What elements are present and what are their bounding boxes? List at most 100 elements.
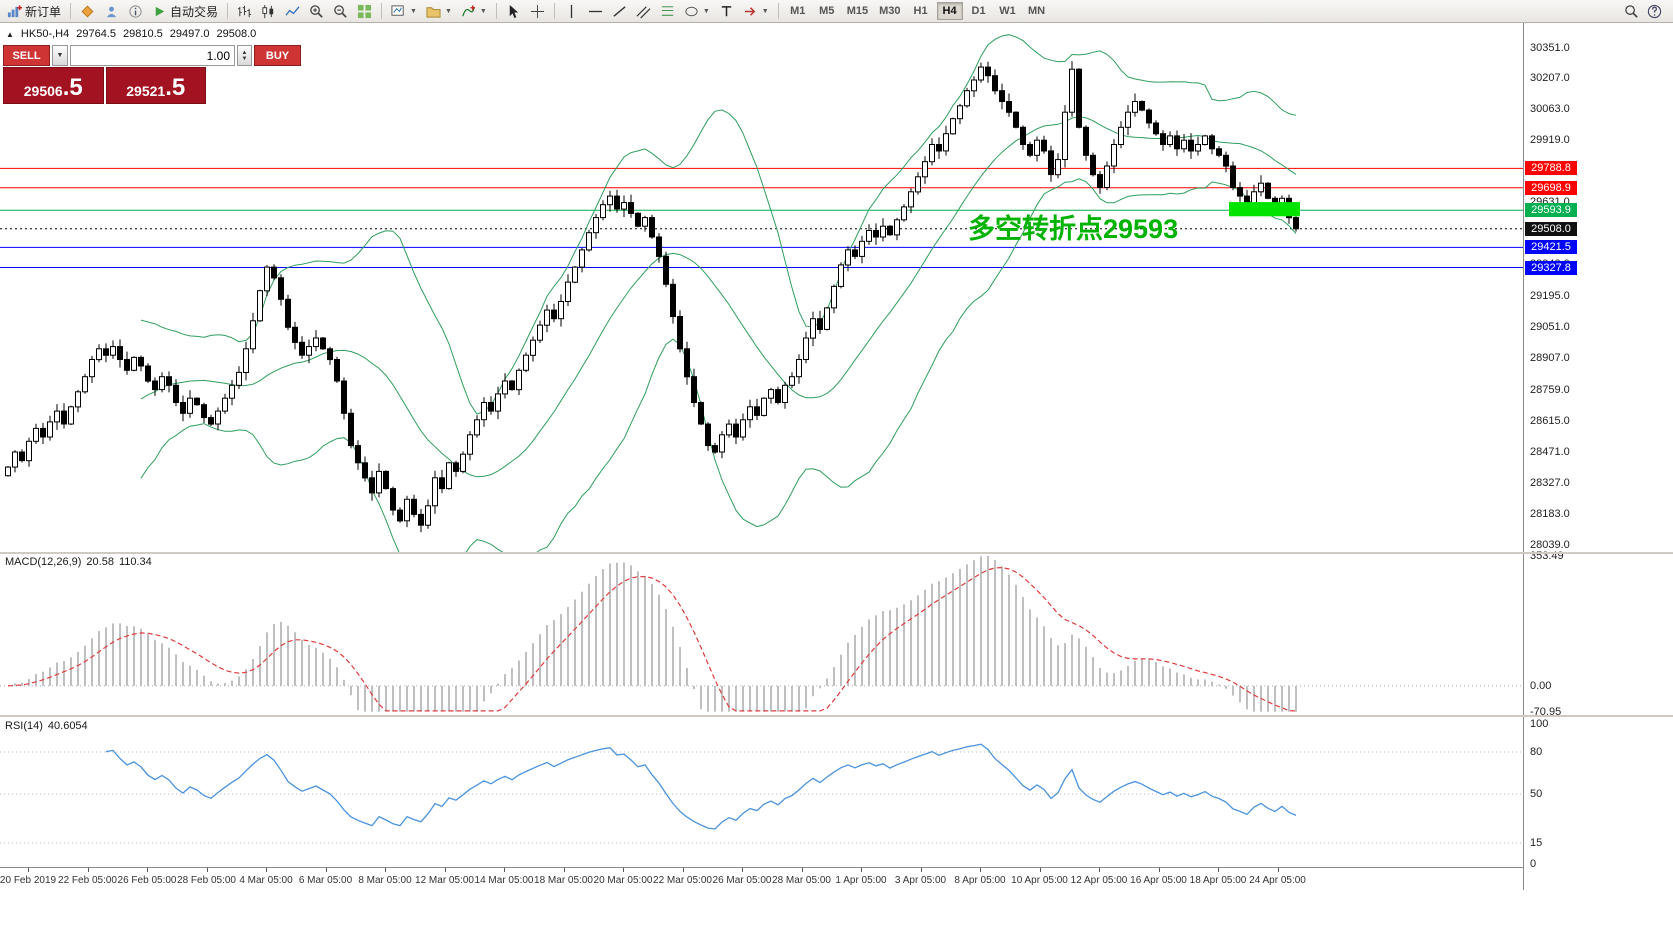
candles-group[interactable] [5, 61, 1299, 533]
line-chart-button[interactable] [281, 1, 304, 21]
window-bottom-area [0, 890, 1673, 950]
community-icon [128, 4, 143, 19]
zoom-out-icon [333, 4, 348, 19]
panel-splitter[interactable] [0, 715, 1673, 717]
rsi-value: 40.6054 [47, 720, 88, 732]
fibonacci-button[interactable] [656, 1, 679, 21]
chart-window[interactable]: 多空转折点29593 MACD(12,26,9) 20.58 110.34 RSI(… [0, 23, 1523, 890]
symbol-period-label: HK50-,H4 [20, 28, 70, 40]
channel-button[interactable] [632, 1, 655, 21]
time-label: 22 Feb 05:00 [58, 875, 117, 886]
text-button[interactable] [715, 1, 738, 21]
axis-label: 29195.0 [1530, 290, 1570, 303]
sell-price-button[interactable]: 29506 .5 [3, 67, 104, 104]
axis-label: 30207.0 [1530, 72, 1570, 85]
timeframe-h1-button[interactable]: H1 [913, 5, 928, 17]
main-chart[interactable]: 多空转折点29593 [0, 23, 1523, 552]
vertical-line-button[interactable] [560, 1, 583, 21]
crosshair-button[interactable] [526, 1, 549, 21]
timeframe-h4-button[interactable]: H4 [936, 2, 963, 20]
panel-splitter[interactable] [0, 552, 1673, 554]
chevron-down-icon: ▼ [56, 52, 64, 59]
time-label: 14 Mar 05:00 [474, 875, 534, 886]
timeframe-m5-button[interactable]: M5 [819, 5, 835, 17]
indicators-button[interactable]: ▼ [457, 1, 491, 21]
horizontal-line-button[interactable] [584, 1, 607, 21]
play-icon [152, 4, 167, 19]
bar-chart-button[interactable] [233, 1, 256, 21]
axis-label: 30063.0 [1530, 103, 1570, 116]
sell-price-main: 29506 [23, 83, 63, 99]
market-button[interactable] [76, 1, 99, 21]
fibonacci-icon [660, 4, 675, 19]
axis-label: 100 [1530, 718, 1549, 730]
new-order-button[interactable]: 新订单 [3, 1, 65, 21]
time-label: 1 Apr 05:00 [835, 875, 887, 886]
axis-label: 28907.0 [1530, 352, 1570, 365]
tile-windows-button[interactable] [353, 1, 376, 21]
timeframe-d1-button[interactable]: D1 [971, 5, 986, 17]
autotrading-button[interactable]: 自动交易 [148, 1, 222, 21]
time-label: 8 Mar 05:00 [358, 875, 412, 886]
time-label: 18 Apr 05:00 [1189, 875, 1247, 886]
zoom-out-button[interactable] [329, 1, 352, 21]
timeframe-m30-button[interactable]: M30 [879, 5, 901, 17]
timeframe-w1-button[interactable]: W1 [999, 5, 1016, 17]
shapes-button[interactable]: ▼ [680, 1, 714, 21]
rsi-name: RSI(14) [5, 720, 43, 732]
profiles-button[interactable]: ▼ [422, 1, 456, 21]
codebase-button[interactable] [100, 1, 123, 21]
close-value: 29508.0 [216, 28, 257, 40]
turning-point-annotation[interactable]: 多空转折点29593 [968, 213, 1178, 244]
zoom-in-button[interactable] [305, 1, 328, 21]
timeframe-m15-button[interactable]: M15 [846, 5, 869, 17]
sell-button[interactable]: SELL [3, 45, 50, 66]
bollinger-middle-band[interactable] [140, 116, 1297, 478]
volume-input[interactable] [70, 45, 235, 66]
timeframe-m1-button[interactable]: M1 [790, 5, 806, 17]
bar-chart-icon [237, 4, 252, 19]
candlestick-button[interactable] [257, 1, 280, 21]
time-tick [980, 868, 981, 872]
price-axis[interactable]: 30351.030207.030063.029919.029775.029631… [1523, 23, 1673, 890]
toolbar-separator [495, 3, 497, 19]
time-tick [444, 868, 446, 872]
cursor-button[interactable] [502, 1, 525, 21]
rsi-panel[interactable] [0, 717, 1523, 867]
time-tick [1277, 868, 1279, 872]
macd-value: 20.58 [86, 556, 114, 568]
collapse-triangle-icon[interactable]: ▲ [6, 29, 14, 39]
macd-panel[interactable] [0, 554, 1523, 715]
time-label: 22 Mar 05:00 [653, 875, 712, 886]
buy-price-button[interactable]: 29521 .5 [105, 67, 206, 104]
macd-signal-value: 110.34 [118, 556, 152, 568]
ohlc-info: ▲ HK50-,H4 29764.5 29810.5 29497.0 29508… [6, 28, 256, 40]
time-axis[interactable]: 20 Feb 2019 22 Feb 05:00 26 Feb 05:00 28 Fe… [0, 867, 1523, 890]
time-tick [742, 868, 743, 872]
help-icon [1647, 4, 1662, 19]
autotrading-button-label: 自动交易 [170, 4, 219, 19]
sell-price-frac: .5 [62, 73, 83, 101]
bollinger-upper-band[interactable] [140, 34, 1297, 415]
price-tag-29508.0: 29508.0 [1525, 221, 1577, 236]
bollinger-lower-band[interactable] [140, 178, 1297, 552]
help-button[interactable] [1643, 1, 1666, 21]
candlestick-icon [261, 4, 276, 19]
axis-label: 80 [1530, 746, 1543, 758]
time-label: 28 Mar 05:00 [772, 875, 831, 886]
new-chart-button[interactable]: ▼ [387, 1, 421, 21]
time-label: 6 Mar 05:00 [298, 875, 353, 886]
rsi-line [105, 743, 1297, 830]
volume-stepper[interactable]: ▲ ▼ [237, 45, 252, 66]
toolbar-separator [777, 3, 779, 19]
community-button[interactable] [124, 1, 147, 21]
axis-label: 50 [1530, 788, 1543, 800]
order-type-dropdown[interactable]: ▼ [52, 45, 68, 66]
timeframe-mn-button[interactable]: MN [1027, 5, 1046, 17]
search-button[interactable] [1620, 1, 1643, 21]
highlight-rectangle[interactable] [1229, 202, 1300, 217]
horizontal-line-icon [588, 4, 603, 19]
trendline-button[interactable] [608, 1, 631, 21]
buy-button[interactable]: BUY [254, 45, 301, 66]
arrows-button[interactable]: ▼ [739, 1, 773, 21]
